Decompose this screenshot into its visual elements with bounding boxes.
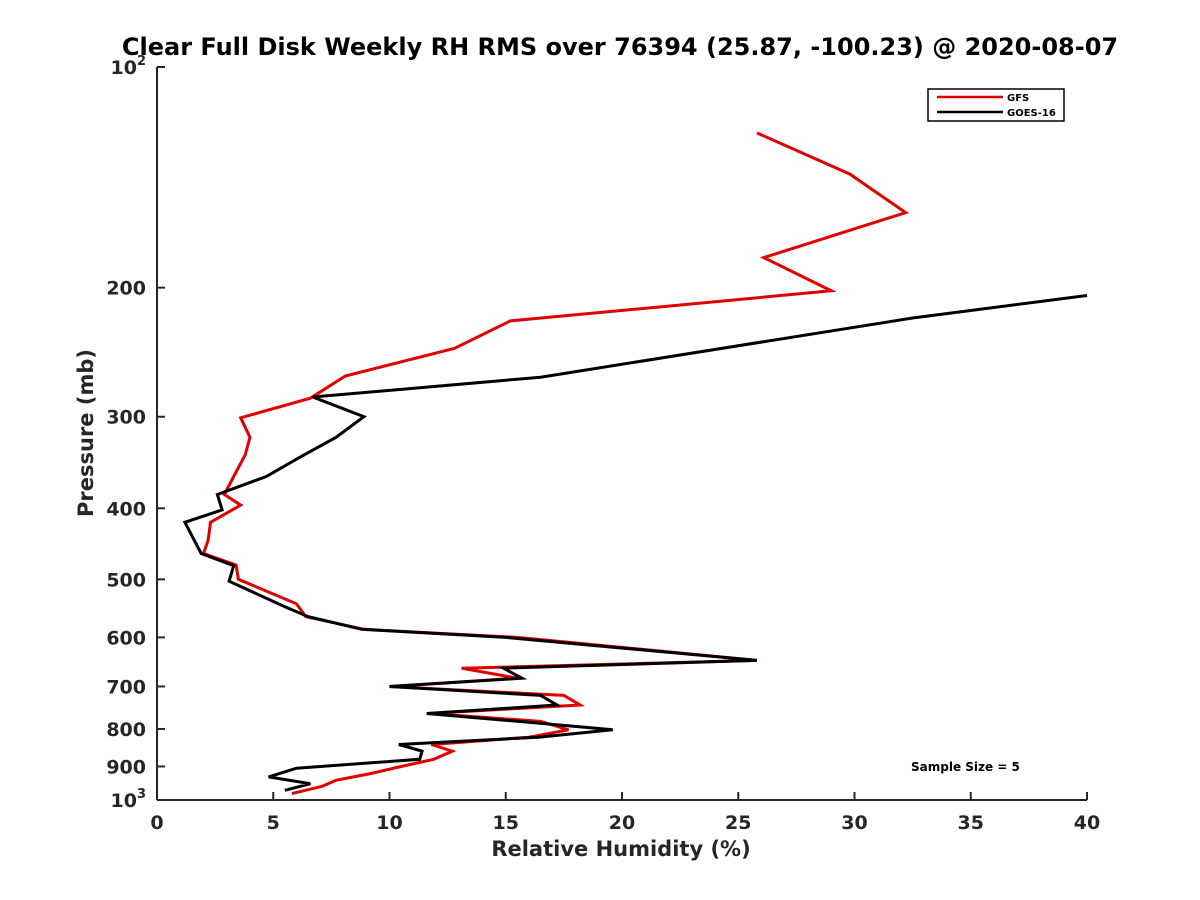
x-tick-label: 30 (841, 812, 867, 834)
sample-size-annotation: Sample Size = 5 (911, 760, 1020, 774)
legend-label-goes-16: GOES-16 (1007, 108, 1056, 119)
y-tick-label: 103 (111, 787, 147, 812)
series-line-goes-16 (182, 294, 1088, 792)
x-axis-label: Relative Humidity (%) (491, 837, 750, 861)
y-tick-label: 800 (106, 719, 146, 741)
y-tick-label: 500 (106, 569, 146, 591)
y-tick-label: 102 (111, 54, 147, 79)
x-tick-label: 0 (150, 812, 163, 834)
y-axis-label: Pressure (mb) (74, 349, 98, 517)
x-tick-label: 40 (1074, 812, 1100, 834)
y-tick-label: 700 (106, 676, 146, 698)
x-tick-label: 20 (609, 812, 635, 834)
legend: GFS GOES-16 (927, 88, 1065, 122)
x-tick-label: 15 (493, 812, 519, 834)
y-tick-label: 400 (106, 498, 146, 520)
y-tick-label: 300 (106, 407, 146, 429)
y-tick-label: 200 (106, 278, 146, 300)
legend-box (927, 88, 1065, 122)
x-tick-label: 10 (376, 812, 402, 834)
y-tick-label: 600 (106, 627, 146, 649)
series-line-gfs (201, 131, 910, 796)
x-ticks: 0 5 10 15 20 25 30 35 40 (150, 792, 1100, 834)
x-tick-label: 5 (267, 812, 280, 834)
plot-lines (182, 131, 1088, 796)
x-tick-label: 25 (725, 812, 751, 834)
chart-title: Clear Full Disk Weekly RH RMS over 76394… (122, 33, 1118, 61)
x-tick-label: 35 (958, 812, 984, 834)
y-ticks: 102 200 300 400 500 600 700 800 900 103 (106, 54, 165, 812)
y-tick-label: 900 (106, 756, 146, 778)
legend-label-gfs: GFS (1007, 93, 1029, 104)
